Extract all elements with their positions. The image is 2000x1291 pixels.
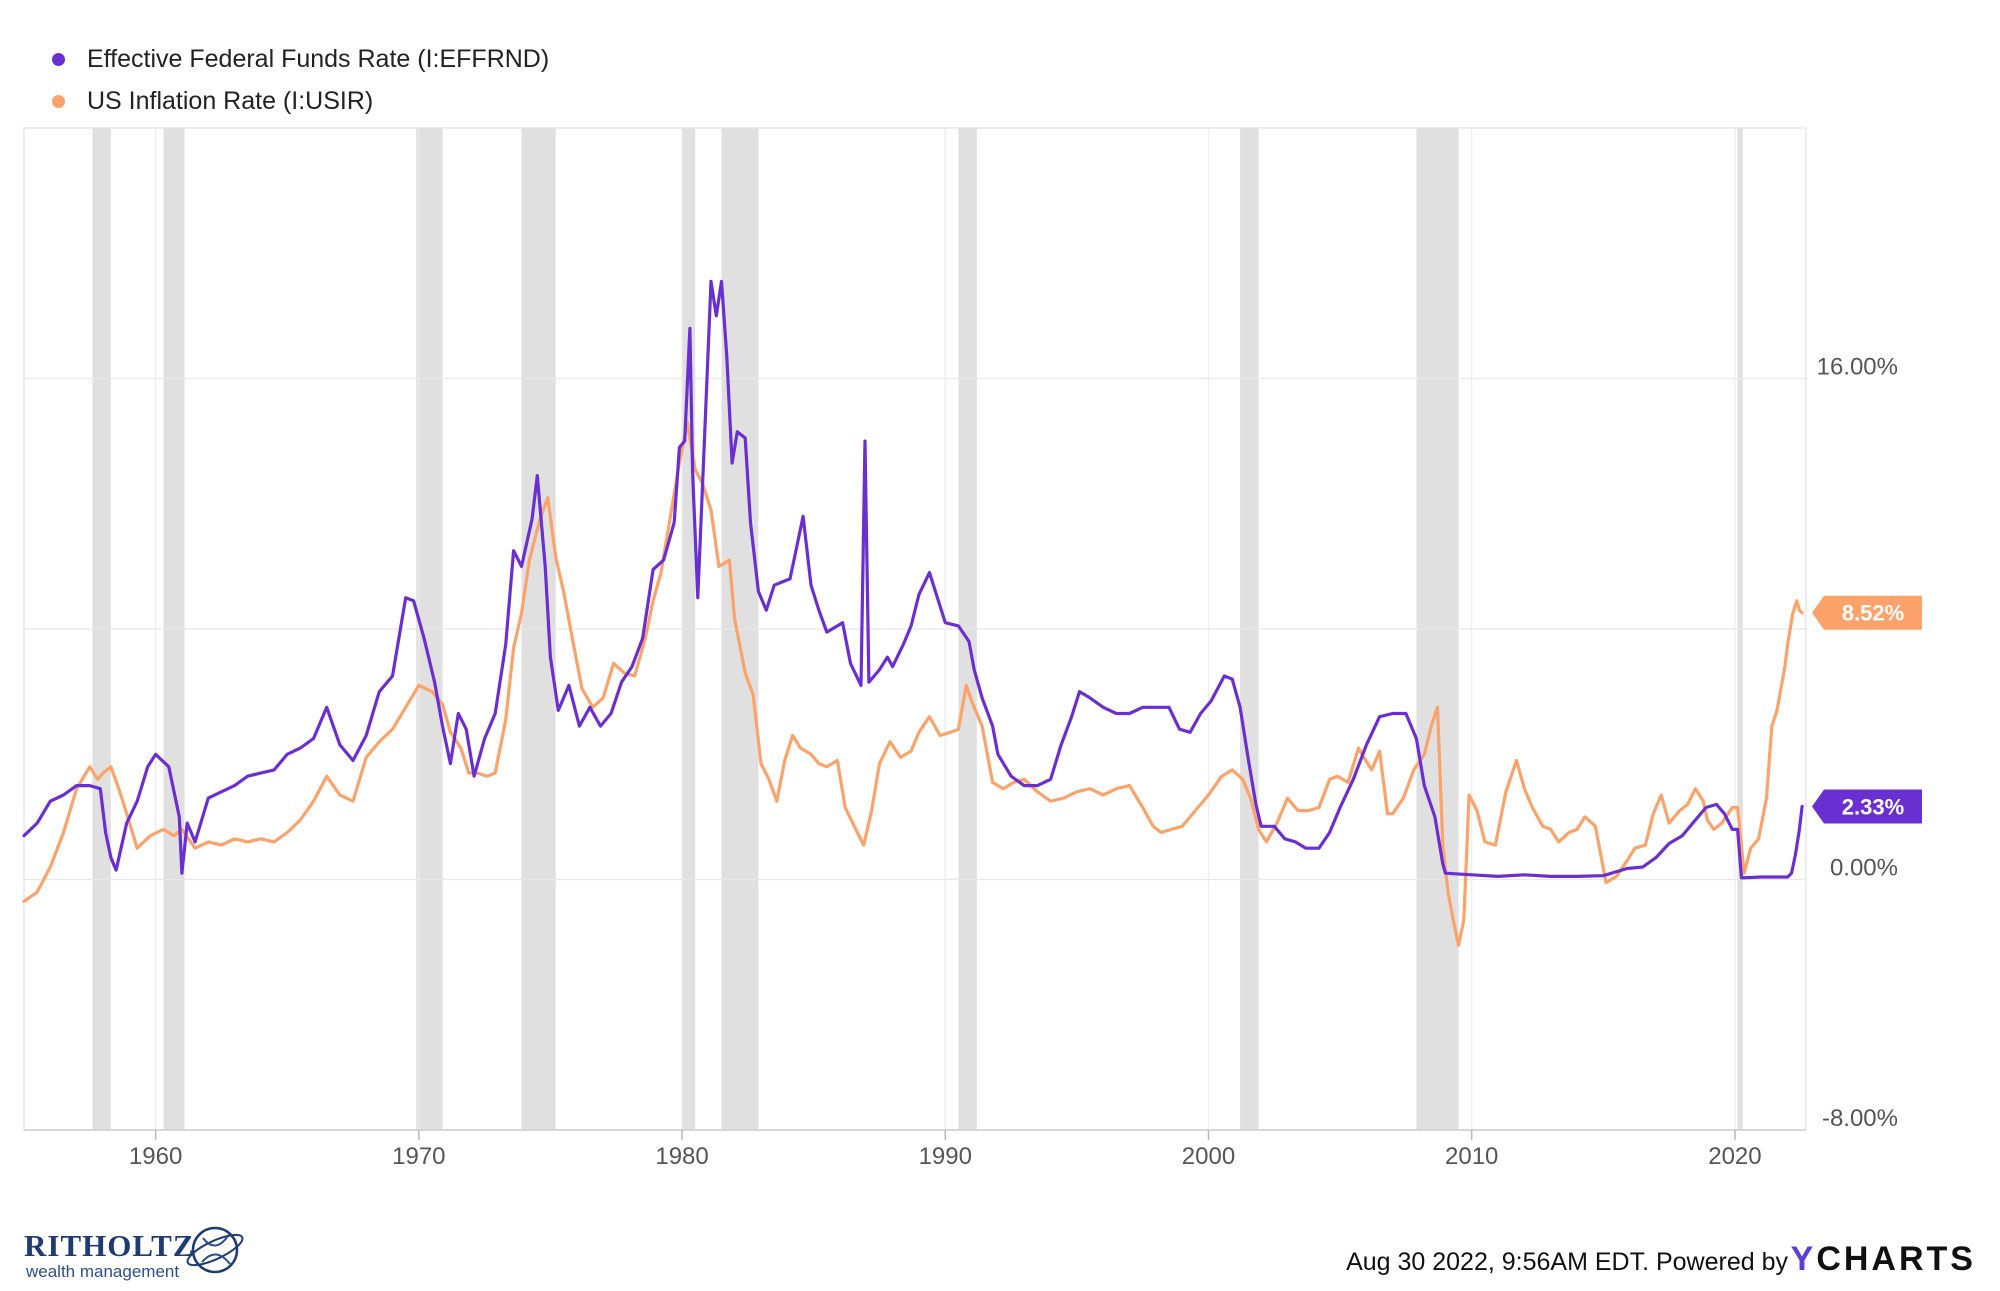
end-label-value: 8.52% [1842,601,1904,626]
legend-item-inflation[interactable]: US Inflation Rate (I:USIR) [52,80,549,122]
legend-label: US Inflation Rate (I:USIR) [87,86,374,115]
legend-dot-icon [52,94,65,108]
series-line [22,420,1804,947]
brand-subtitle: wealth management [26,1262,180,1281]
timestamp-text: Aug 30 2022, 9:56AM EDT. Powered by [1346,1248,1788,1276]
legend-item-fed-funds[interactable]: Effective Federal Funds Rate (I:EFFRND) [52,38,549,80]
x-tick-label: 1960 [129,1143,182,1170]
x-tick-label: 2020 [1708,1143,1761,1170]
legend-label: Effective Federal Funds Rate (I:EFFRND) [87,44,550,73]
y-tick-label: 0.00% [1830,855,1898,882]
end-label-badge [1812,595,1922,630]
end-label-value: 2.33% [1842,795,1904,820]
end-label-badge [1812,789,1922,824]
y-tick-label: -8.00% [1822,1105,1898,1132]
x-axis-ticks: 1960 1970 1980 1990 2000 2010 2020 [24,1129,1806,1170]
ritholtz-logo: RITHOLTZ wealth management [24,1224,254,1281]
y-tick-label: 16.00% [1817,354,1898,381]
x-tick-label: 2010 [1445,1143,1498,1170]
legend-dot-icon [52,52,65,66]
ycharts-logo[interactable]: YCHARTS [1791,1240,1976,1279]
x-tick-label: 1970 [392,1143,445,1170]
ycharts-y-mark: Y [1790,1240,1817,1278]
globe-emblem-icon [186,1226,244,1274]
legend: Effective Federal Funds Rate (I:EFFRND) … [52,38,549,122]
series-lines [22,279,1804,947]
ycharts-wordmark: CHARTS [1816,1240,1976,1278]
end-value-labels: 2.33% 8.52% [1812,595,1922,824]
x-tick-label: 1980 [655,1143,708,1170]
gridlines [24,128,1806,1131]
x-tick-label: 2000 [1182,1143,1235,1170]
x-tick-label: 1990 [919,1143,972,1170]
series-line [22,279,1804,880]
y-axis-ticks: 16.00% 0.00% -8.00% [1817,354,1898,1133]
brand-name: RITHOLTZ [24,1228,195,1263]
